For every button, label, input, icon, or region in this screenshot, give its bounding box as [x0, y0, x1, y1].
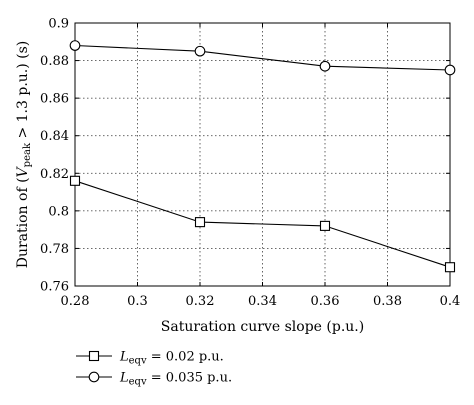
legend-variable-series-1: L [119, 350, 129, 365]
x-tick-label-0-36: 0.36 [311, 294, 340, 309]
y-tick-label-0-78: 0.78 [40, 242, 69, 257]
legend: Leqv = 0.02 p.u. Leqv = 0.035 p.u. [76, 350, 232, 388]
legend-square-marker [88, 350, 100, 362]
x-axis-title: Saturation curve slope (p.u.) [161, 319, 364, 335]
data-point-square [194, 217, 206, 228]
data-point-square [69, 175, 81, 186]
y-tick-label-0-76: 0.76 [40, 280, 69, 295]
y-axis-title-subscript: peak [22, 142, 33, 167]
x-tick-label-0-38: 0.38 [373, 294, 402, 309]
legend-label-series-2: Leqv = 0.035 p.u. [119, 371, 232, 388]
x-tick-label-0-28: 0.28 [61, 294, 90, 309]
data-point-square [319, 220, 331, 231]
x-tick-label-0-4: 0.4 [440, 294, 461, 309]
data-point-circle [444, 64, 456, 76]
y-tick-label-0-88: 0.88 [40, 54, 69, 69]
series-1 [69, 175, 456, 273]
legend-entry-series-1: Leqv = 0.02 p.u. [76, 350, 224, 367]
legend-label-series-1: Leqv = 0.02 p.u. [119, 350, 224, 367]
data-point-circle [194, 45, 206, 57]
legend-circle-marker [88, 371, 100, 383]
series-2 [69, 40, 456, 76]
grid [75, 23, 450, 286]
legend-subscript-series-1: eqv [129, 356, 147, 367]
legend-suffix-series-1: = 0.02 p.u. [147, 350, 224, 365]
y-axis-title: Duration of (Vpeak > 1.3 p.u.) (s) [15, 41, 33, 269]
x-tick-label-0-3: 0.3 [127, 294, 148, 309]
y-tick-label-0-84: 0.84 [40, 129, 69, 144]
y-tick-label-0-82: 0.82 [40, 167, 69, 182]
axis-ticks: 0.28 0.3 0.32 0.34 0.36 0.38 0.4 0.76 0.78 0.8 0.8… [40, 17, 460, 310]
x-tick-label-0-32: 0.32 [186, 294, 215, 309]
series-line-1 [74, 180, 451, 268]
y-tick-label-0-9: 0.9 [48, 17, 69, 32]
data-point-square [444, 262, 456, 273]
y-tick-label-0-86: 0.86 [40, 92, 69, 107]
y-axis-title-suffix: > 1.3 p.u.) (s) [15, 41, 31, 143]
series-group [69, 40, 456, 273]
legend-entry-series-2: Leqv = 0.035 p.u. [76, 371, 232, 388]
data-point-circle [319, 60, 331, 72]
legend-suffix-series-2: = 0.035 p.u. [147, 371, 232, 386]
y-axis-title-variable: V [15, 165, 31, 177]
y-tick-label-0-8: 0.8 [48, 204, 69, 219]
y-axis-title-prefix: Duration of ( [15, 177, 31, 268]
x-tick-label-0-34: 0.34 [248, 294, 277, 309]
data-point-circle [69, 40, 81, 51]
legend-subscript-series-2: eqv [129, 377, 147, 388]
legend-variable-series-2: L [119, 371, 129, 386]
series-line-2 [74, 44, 451, 71]
